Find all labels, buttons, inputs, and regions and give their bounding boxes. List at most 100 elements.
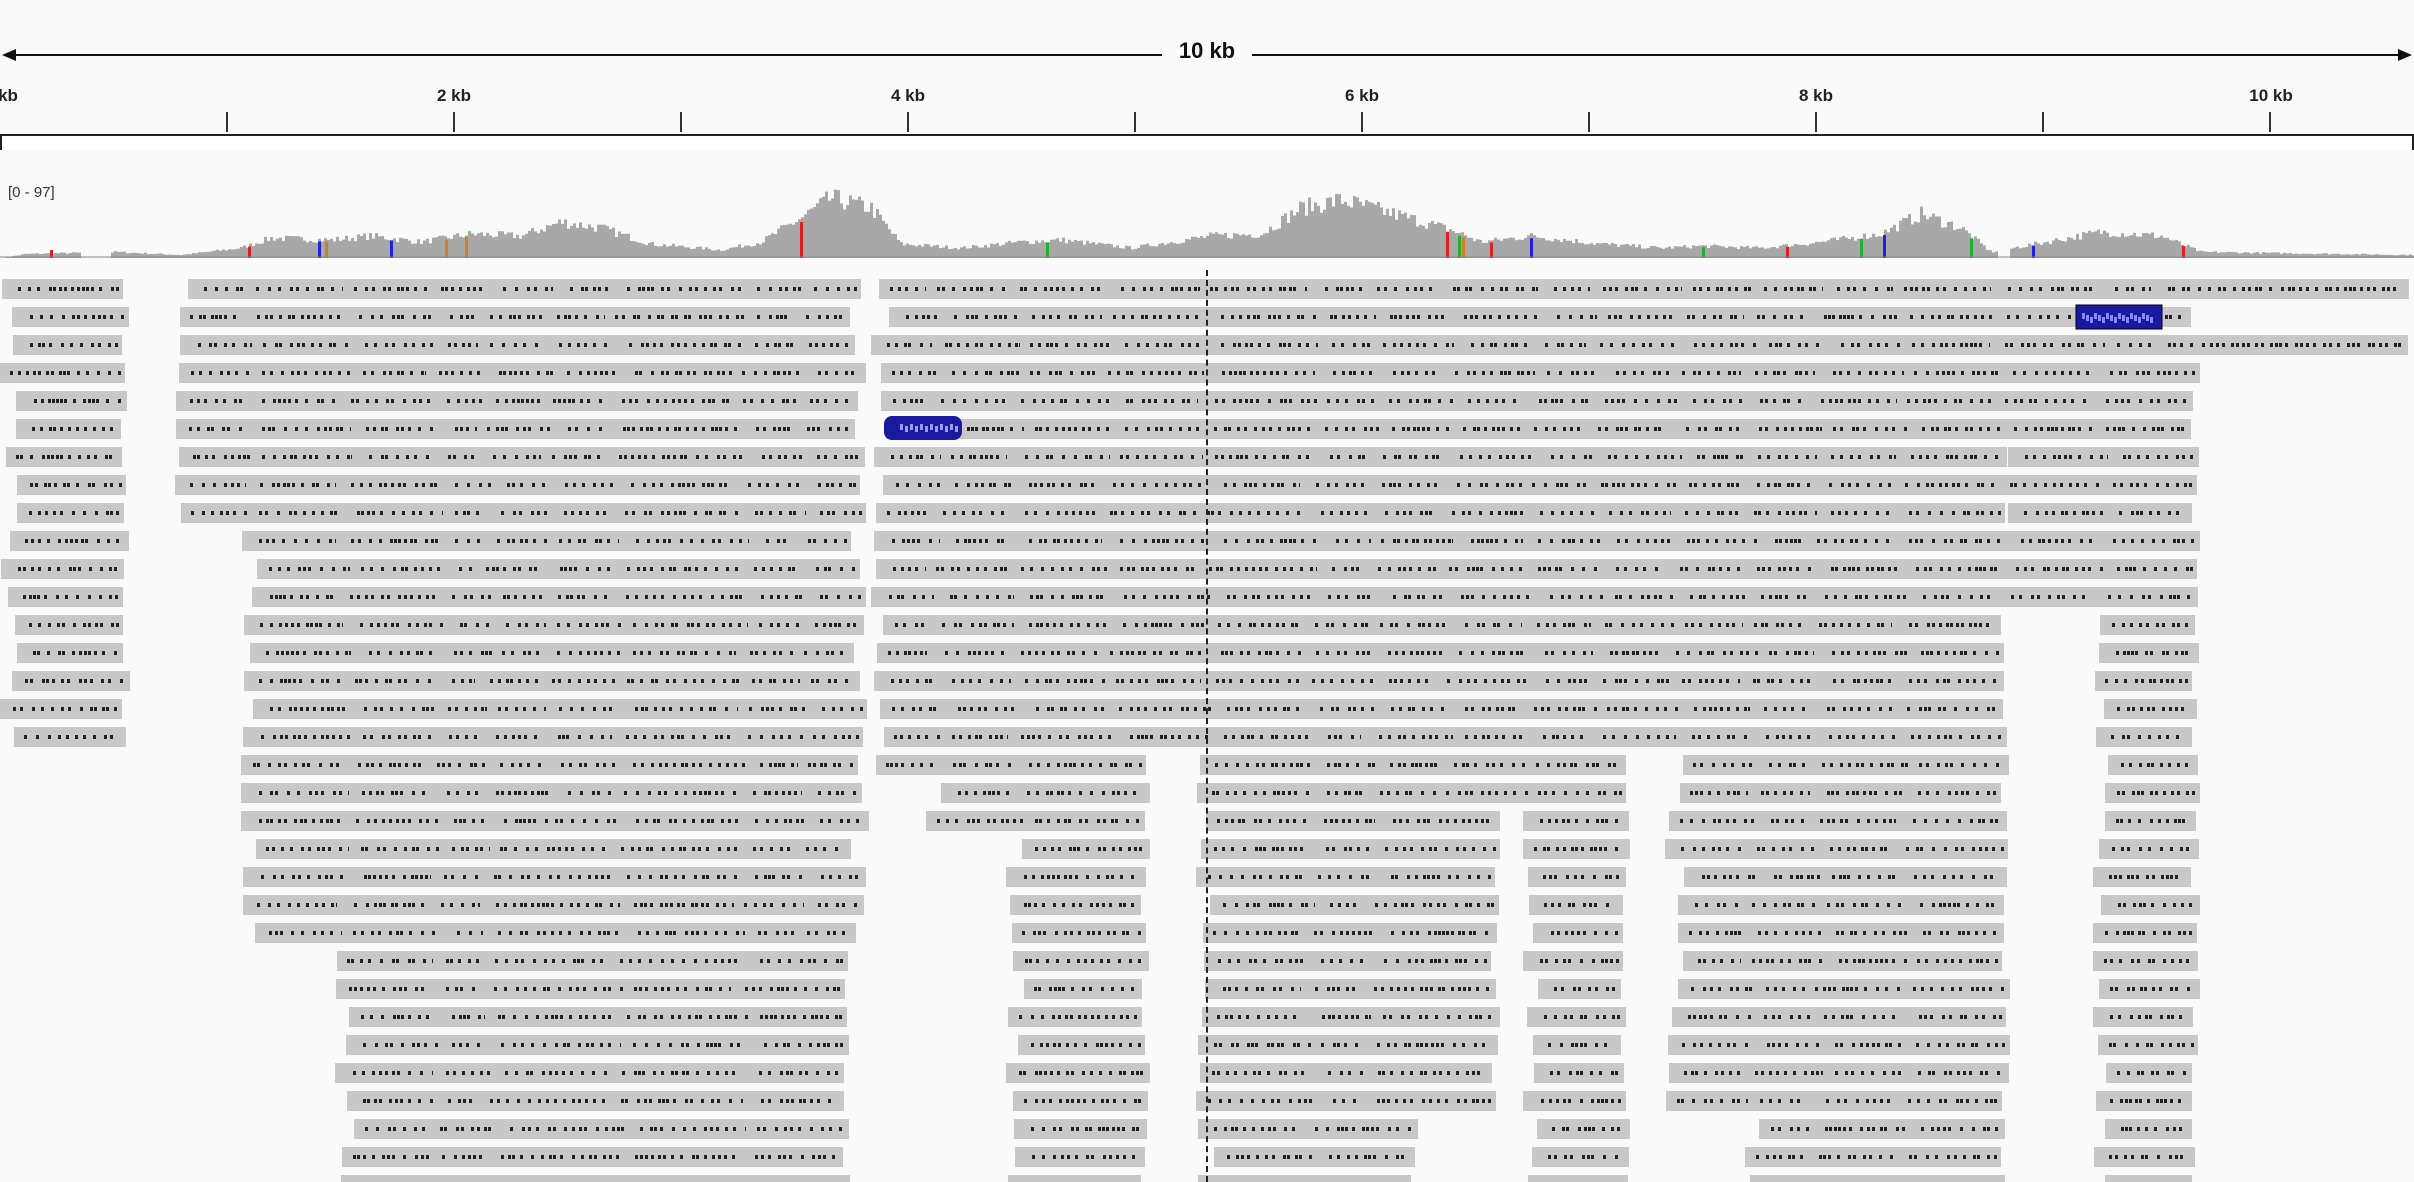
read-mismatch [799, 1071, 802, 1075]
read-mismatch [397, 287, 400, 291]
read-mismatch [234, 399, 237, 403]
read-mismatch [680, 539, 683, 543]
read-mismatch [768, 791, 771, 795]
read-mismatch [642, 1071, 645, 1075]
read-mismatch [578, 735, 581, 739]
read-mismatch [420, 875, 423, 879]
read-mismatch [212, 455, 215, 459]
read-mismatch [755, 875, 758, 879]
read-mismatch [448, 455, 451, 459]
read-mismatch [398, 679, 401, 683]
read-mismatch [408, 1015, 411, 1019]
read-mismatch [674, 875, 677, 879]
read-mismatch [545, 791, 548, 795]
read-mismatch [365, 847, 368, 851]
read-mismatch [81, 539, 84, 543]
read-mismatch [378, 931, 381, 935]
read-mismatch [659, 763, 662, 767]
coverage-bar [1338, 194, 1341, 258]
read-mismatch [579, 1127, 582, 1131]
read-mismatch [687, 483, 690, 487]
read-mismatch [755, 1155, 758, 1159]
read-mismatch [845, 343, 848, 347]
read [611, 559, 754, 579]
read-mismatch [890, 763, 893, 767]
coverage-bar [1020, 240, 1023, 258]
read-mismatch [547, 987, 550, 991]
read-mismatch [477, 371, 480, 375]
coverage-bar [1374, 204, 1377, 258]
coverage-bar [153, 253, 156, 258]
read-mismatch [233, 315, 236, 319]
read-mismatch [782, 399, 785, 403]
read-mismatch [563, 1043, 566, 1047]
coverage-bar [789, 223, 792, 258]
coverage-track[interactable] [0, 176, 2414, 258]
read-mismatch [552, 455, 555, 459]
mismatch-bar [1702, 247, 1705, 258]
coverage-bar [1254, 237, 1257, 258]
coverage-bar [6, 257, 9, 258]
coverage-bar [1404, 212, 1407, 258]
read-mismatch [778, 959, 781, 963]
coverage-bar [1395, 219, 1398, 258]
read-mismatch [395, 791, 398, 795]
read-mismatch [521, 399, 524, 403]
read-mismatch [717, 1015, 720, 1019]
read-mismatch [369, 791, 372, 795]
read-mismatch [565, 483, 568, 487]
read [609, 951, 751, 971]
read-mismatch [766, 483, 769, 487]
read-mismatch [297, 623, 300, 627]
alignment-track[interactable] [0, 270, 2414, 1182]
read-mismatch [584, 315, 587, 319]
coverage-bar [558, 219, 561, 258]
read-mismatch [303, 651, 306, 655]
coverage-bar [363, 233, 366, 258]
coverage-bar [132, 252, 135, 258]
read-mismatch [716, 903, 719, 907]
read-mismatch [734, 427, 737, 431]
read-mismatch [488, 595, 491, 599]
read-mismatch [270, 679, 273, 683]
read-mismatch [743, 931, 746, 935]
read-mismatch [559, 707, 562, 711]
read-mismatch [512, 735, 515, 739]
coverage-bar [1101, 243, 1104, 258]
read-mismatch [717, 1099, 720, 1103]
read-mismatch [488, 1127, 491, 1131]
read-mismatch [310, 623, 313, 627]
read-mismatch [471, 1127, 474, 1131]
read-mismatch [467, 539, 470, 543]
read-mismatch [646, 343, 649, 347]
read-mismatch [834, 315, 837, 319]
read-mismatch [313, 735, 316, 739]
read-mismatch [97, 539, 100, 543]
read-mismatch [545, 1015, 548, 1019]
read-mismatch [526, 847, 529, 851]
read-mismatch [643, 735, 646, 739]
coverage-bar [1305, 215, 1308, 258]
ruler-track[interactable]: 10 kb kb 2 kb 4 kb 6 kb 8 kb 10 kb [0, 0, 2414, 160]
coverage-bar [348, 240, 351, 258]
read-mismatch [431, 707, 434, 711]
read-mismatch [898, 287, 901, 291]
read-mismatch [333, 343, 336, 347]
coverage-bar [1707, 248, 1710, 258]
read-mismatch [321, 399, 324, 403]
read-mismatch [57, 567, 60, 571]
read-mismatch [551, 903, 554, 907]
read-mismatch [290, 455, 293, 459]
read-mismatch [355, 679, 358, 683]
read-mismatch [699, 595, 702, 599]
read-mismatch [354, 287, 357, 291]
read-mismatch [504, 819, 507, 823]
coverage-bar [1419, 224, 1422, 258]
coverage-bar [471, 233, 474, 258]
read-mismatch [690, 539, 693, 543]
read-mismatch [476, 959, 479, 963]
read-mismatch [728, 819, 731, 823]
read-mismatch [480, 1071, 483, 1075]
read-mismatch [778, 343, 781, 347]
read-mismatch [83, 623, 86, 627]
